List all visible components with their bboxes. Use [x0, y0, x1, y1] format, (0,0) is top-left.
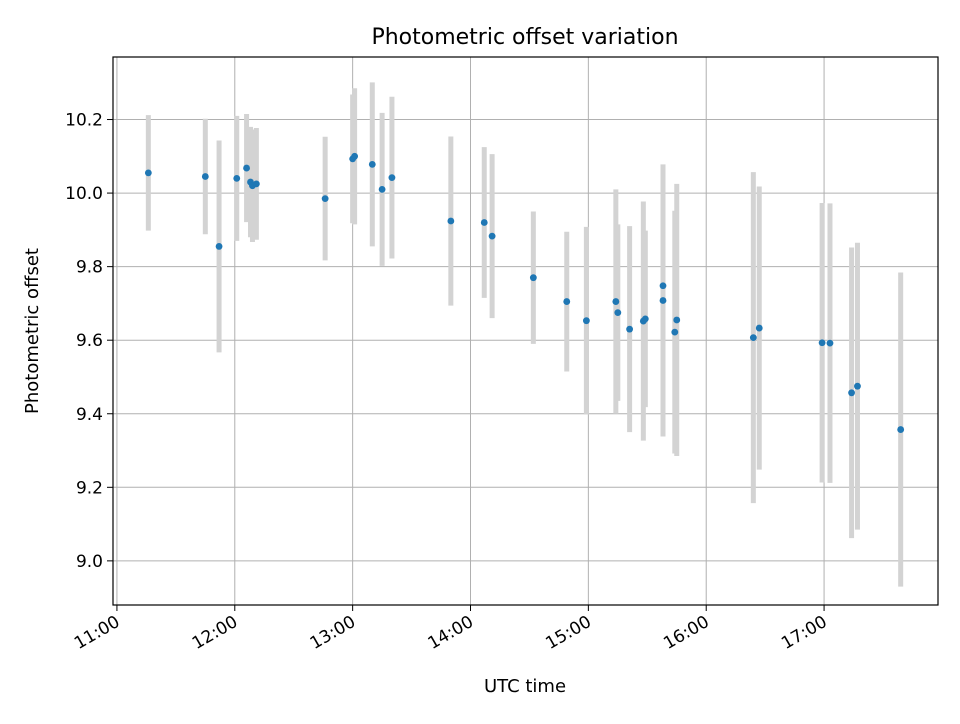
data-point — [447, 217, 455, 225]
y-tick-label: 9.4 — [76, 405, 103, 425]
data-point — [233, 174, 241, 182]
y-axis-label: Photometric offset — [22, 248, 43, 414]
data-point — [321, 195, 329, 202]
data-point — [378, 186, 386, 193]
data-point — [215, 243, 223, 250]
point-layer — [144, 152, 905, 433]
data-point — [529, 274, 537, 282]
data-point — [848, 389, 855, 397]
plot-frame — [112, 56, 939, 606]
x-axis-label: UTC time — [484, 676, 566, 697]
data-point — [673, 316, 681, 324]
data-point — [351, 152, 359, 160]
data-point — [368, 160, 376, 168]
data-point — [818, 339, 826, 347]
y-tick-label: 9.2 — [76, 478, 103, 498]
data-point — [826, 339, 834, 347]
data-point — [480, 219, 488, 226]
data-point — [563, 298, 571, 305]
data-point — [201, 173, 209, 180]
data-point — [659, 297, 667, 304]
y-tick-label: 9.0 — [76, 552, 103, 572]
data-point — [659, 282, 667, 290]
data-point — [749, 334, 757, 342]
data-point — [582, 317, 590, 325]
y-tick-label: 9.8 — [76, 258, 103, 278]
data-point — [614, 309, 622, 317]
data-point — [626, 325, 634, 333]
y-tick-label: 9.6 — [76, 331, 103, 351]
data-point — [755, 324, 763, 332]
data-point — [252, 180, 260, 188]
chart-title: Photometric offset variation — [371, 25, 678, 50]
data-point — [854, 382, 861, 390]
data-point — [641, 315, 649, 323]
data-point — [671, 328, 679, 336]
data-point — [144, 169, 152, 177]
data-point — [488, 232, 496, 240]
data-point — [897, 426, 905, 433]
data-point — [388, 174, 396, 182]
data-point — [243, 164, 250, 172]
data-point — [612, 298, 620, 305]
y-tick-label: 10.2 — [65, 111, 103, 131]
y-tick-label: 10.0 — [65, 184, 103, 204]
